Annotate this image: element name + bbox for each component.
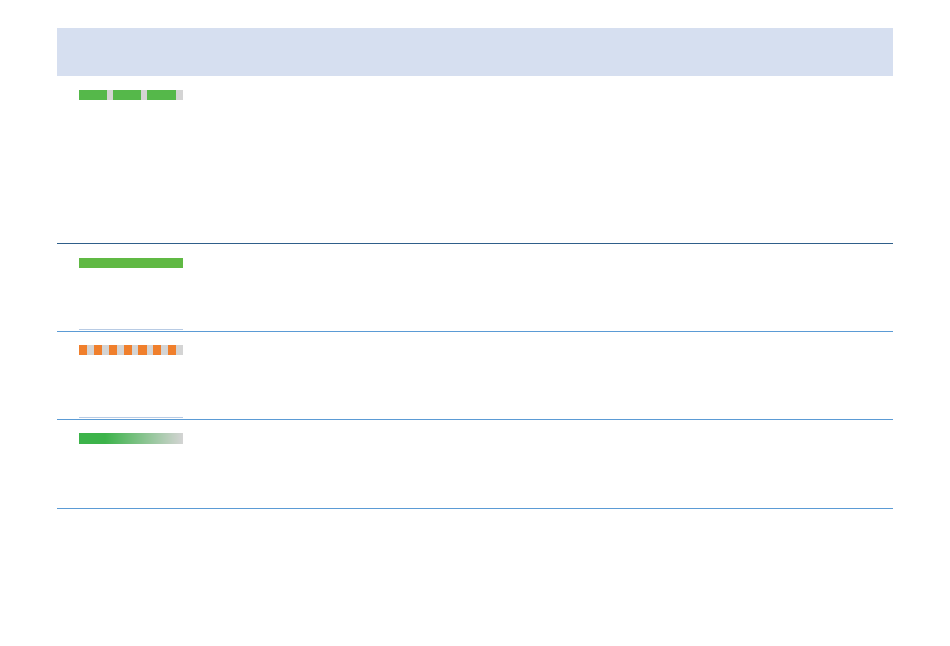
table-row <box>57 332 893 419</box>
divider <box>57 243 893 244</box>
divider <box>79 329 183 330</box>
divider <box>57 508 893 509</box>
gradient-progress-bar <box>79 433 183 444</box>
progress-dash <box>153 345 162 355</box>
progress-dash <box>93 345 102 355</box>
progress-segment <box>113 90 142 100</box>
indeterminate-progress-bar <box>79 345 183 355</box>
table-row <box>57 244 893 331</box>
divider <box>79 417 183 418</box>
progress-segment <box>147 90 176 100</box>
progress-dash <box>138 345 147 355</box>
progress-dash <box>168 345 177 355</box>
progress-fill <box>79 433 183 444</box>
solid-progress-bar <box>79 258 183 268</box>
progress-dash <box>79 345 88 355</box>
table-header <box>57 28 893 76</box>
divider <box>57 419 893 420</box>
progress-dash <box>108 345 117 355</box>
divider <box>57 331 893 332</box>
table-row <box>57 420 893 508</box>
progress-fill <box>79 258 183 268</box>
table-row <box>57 76 893 243</box>
segmented-progress-bar <box>79 90 183 100</box>
progress-segment <box>79 90 108 100</box>
progress-dash <box>123 345 132 355</box>
